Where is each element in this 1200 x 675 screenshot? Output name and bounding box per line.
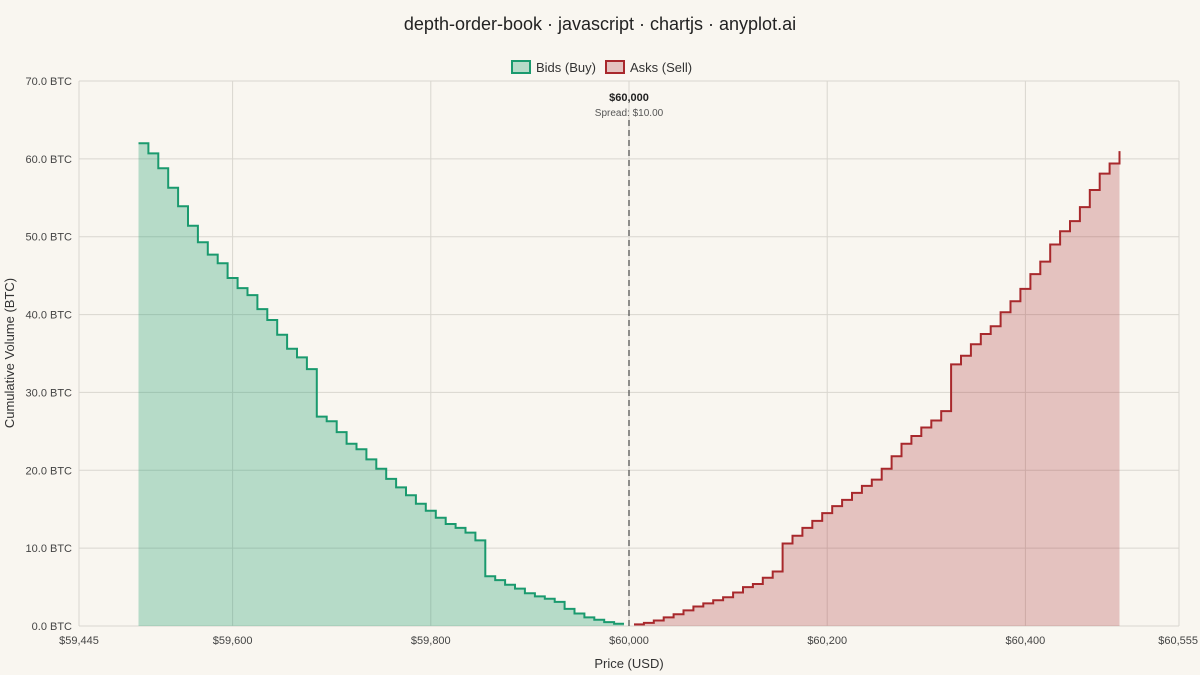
spread-label: Spread: $10.00 <box>595 108 664 119</box>
mid-price-label: $60,000 <box>609 92 649 104</box>
y-axis-ticks: 0.0 BTC 10.0 BTC 20.0 BTC 30.0 BTC 40.0 BTC 5… <box>26 76 73 633</box>
bids-area-fill <box>138 143 624 627</box>
y-tick-label: 10.0 BTC <box>26 543 73 555</box>
y-axis-label: Cumulative Volume (BTC) <box>2 278 17 428</box>
x-tick-label: $59,445 <box>59 635 99 647</box>
x-tick-label: $59,600 <box>213 635 253 647</box>
x-tick-label: $59,800 <box>411 635 451 647</box>
legend-label-bids[interactable]: Bids (Buy) <box>536 60 596 75</box>
y-tick-label: 70.0 BTC <box>26 76 73 88</box>
y-tick-label: 40.0 BTC <box>26 310 73 322</box>
bids-step-line <box>138 142 624 625</box>
x-axis-ticks: $59,445 $59,600 $59,800 $60,000 $60,200 $60,4… <box>59 635 1198 647</box>
mid-price-marker: $60,000 Spread: $10.00 <box>595 92 664 626</box>
y-tick-label: 0.0 BTC <box>32 621 72 633</box>
chart-title: depth-order-book · javascript · chartjs … <box>404 14 796 34</box>
y-tick-label: 50.0 BTC <box>26 232 73 244</box>
legend[interactable]: Bids (Buy) Asks (Sell) <box>511 60 692 75</box>
x-tick-label: $60,200 <box>807 635 847 647</box>
legend-swatch-asks[interactable] <box>605 60 625 74</box>
y-tick-label: 20.0 BTC <box>26 465 73 477</box>
asks-area-fill <box>634 151 1120 626</box>
x-axis-label: Price (USD) <box>594 656 663 671</box>
x-tick-label: $60,000 <box>609 635 649 647</box>
depth-areas <box>138 142 1121 627</box>
asks-step-line <box>634 151 1121 626</box>
y-tick-label: 60.0 BTC <box>26 154 73 166</box>
y-tick-label: 30.0 BTC <box>26 387 73 399</box>
legend-label-asks[interactable]: Asks (Sell) <box>630 60 692 75</box>
x-tick-label: $60,555 <box>1158 635 1198 647</box>
legend-swatch-bids[interactable] <box>511 60 531 74</box>
x-tick-label: $60,400 <box>1006 635 1046 647</box>
